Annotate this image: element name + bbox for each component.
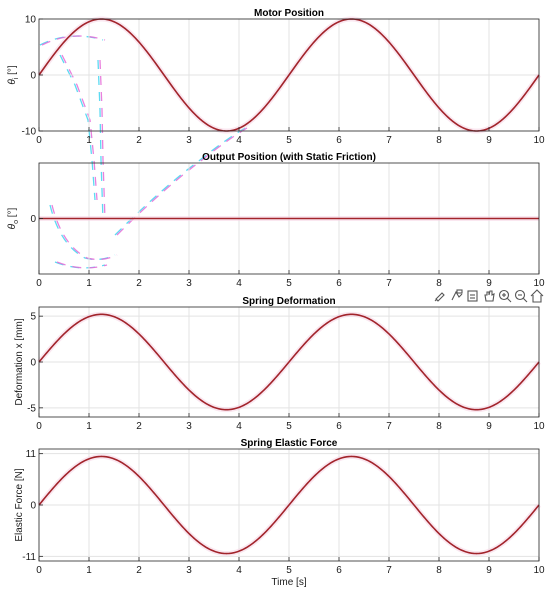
x-axis-label: Time [s] [271, 577, 306, 588]
x-tick-label: 10 [533, 278, 545, 289]
x-tick-label: 4 [236, 565, 242, 576]
x-tick-label: 2 [136, 421, 142, 432]
x-tick-label: 3 [186, 421, 192, 432]
y-axis-label-unit: [°] [7, 207, 18, 220]
x-tick-label: 8 [436, 565, 442, 576]
y-axis-label: Deformation x [mm] [14, 318, 25, 405]
series-line-1 [38, 455, 540, 555]
zoom-in-icon[interactable] [497, 288, 512, 303]
x-tick-label: 10 [533, 565, 545, 576]
subplot-title: Output Position (with Static Friction) [202, 152, 376, 163]
x-tick-label: 0 [36, 135, 42, 146]
x-tick-label: 1 [86, 135, 92, 146]
y-tick-label: -5 [27, 403, 36, 414]
x-tick-label: 10 [533, 135, 545, 146]
x-tick-label: 6 [336, 135, 342, 146]
x-tick-label: 8 [436, 135, 442, 146]
ghost-trail [51, 204, 118, 261]
series-line-1 [38, 18, 540, 132]
subplot-2: 0 1 2 3 4 5 6 7 8 9 10 0 Output Position (with Stati… [7, 152, 545, 289]
x-tick-label: 5 [286, 278, 292, 289]
x-tick-label: 2 [136, 278, 142, 289]
x-tick-label: 6 [336, 421, 342, 432]
ghost-trail [116, 127, 248, 236]
y-tick-label: 10 [25, 15, 37, 26]
x-tick-label: 2 [136, 565, 142, 576]
pan-icon[interactable] [481, 288, 496, 303]
subplot-title: Motor Position [254, 8, 324, 19]
x-tick-label: 9 [486, 278, 492, 289]
x-tick-label: 1 [86, 565, 92, 576]
y-tick-label: 0 [30, 501, 36, 512]
series-line-1 [38, 313, 540, 411]
home-icon[interactable] [529, 288, 544, 303]
y-axis-label-subscript: o [13, 220, 20, 224]
subplot-title: Spring Elastic Force [241, 438, 338, 449]
x-tick-label: 6 [336, 565, 342, 576]
y-tick-label: 0 [30, 358, 36, 369]
x-tick-label: 9 [486, 421, 492, 432]
y-tick-label: -11 [22, 552, 36, 563]
x-tick-label: 1 [86, 278, 92, 289]
ghost-trail [56, 261, 108, 269]
brush-icon[interactable] [433, 288, 448, 303]
subplot-title: Spring Deformation [242, 296, 335, 307]
x-tick-label: 9 [486, 135, 492, 146]
x-tick-label: 10 [533, 421, 545, 432]
x-tick-label: 5 [286, 565, 292, 576]
x-tick-label: 0 [36, 278, 42, 289]
y-tick-label: -10 [22, 127, 37, 138]
x-tick-label: 7 [386, 278, 392, 289]
y-axis-label-subscript: i [13, 77, 20, 79]
y-tick-label: 0 [30, 71, 36, 82]
x-tick-label: 5 [286, 421, 292, 432]
x-tick-label: 7 [386, 565, 392, 576]
x-tick-label: 8 [436, 278, 442, 289]
x-tick-label: 3 [186, 565, 192, 576]
y-axis-label-unit: [°] [7, 65, 18, 78]
y-tick-label: 0 [30, 214, 36, 225]
x-tick-label: 2 [136, 135, 142, 146]
x-tick-label: 4 [236, 278, 242, 289]
x-tick-label: 3 [186, 278, 192, 289]
x-tick-label: 3 [186, 135, 192, 146]
x-tick-label: 6 [336, 278, 342, 289]
ghost-trail [97, 59, 104, 221]
ghost-trail [114, 127, 246, 236]
y-axis-label-symbol: θ [7, 223, 18, 229]
y-tick-label: 5 [30, 312, 36, 323]
x-tick-label: 0 [36, 421, 42, 432]
y-axis-label: Elastic Force [N] [14, 468, 25, 542]
axes-toolbar [433, 288, 544, 303]
data-tips-icon[interactable] [449, 288, 464, 303]
x-tick-label: 7 [386, 421, 392, 432]
zoom-out-icon[interactable] [513, 288, 528, 303]
x-tick-label: 0 [36, 565, 42, 576]
ghost-trail [99, 59, 106, 221]
y-axis-label: θo [°] [7, 207, 20, 229]
y-axis-label: θi [°] [7, 65, 20, 85]
x-tick-label: 4 [236, 135, 242, 146]
y-tick-label: 11 [26, 449, 37, 460]
export-icon[interactable] [465, 288, 480, 303]
x-tick-label: 5 [286, 135, 292, 146]
x-tick-label: 1 [86, 421, 92, 432]
x-tick-label: 7 [386, 135, 392, 146]
x-tick-label: 8 [436, 421, 442, 432]
y-axis-label-symbol: θ [7, 79, 18, 85]
x-tick-label: 9 [486, 565, 492, 576]
x-tick-label: 4 [236, 421, 242, 432]
